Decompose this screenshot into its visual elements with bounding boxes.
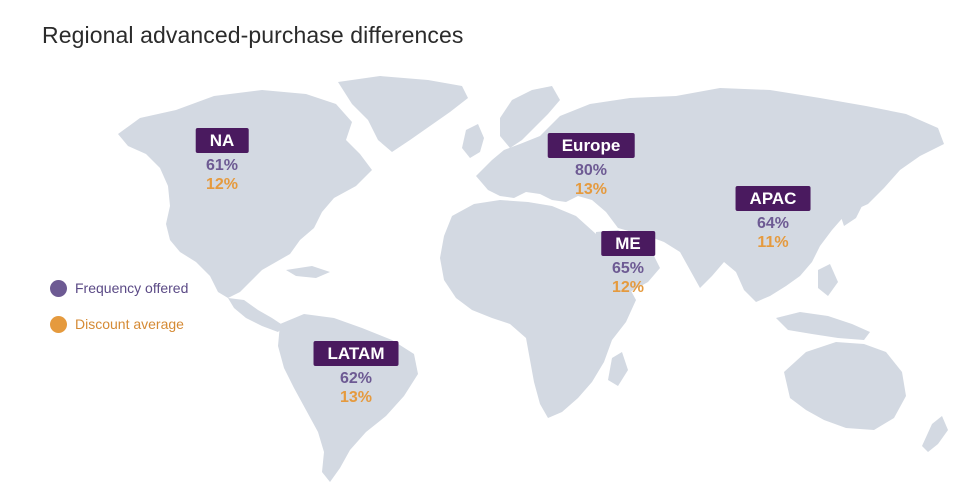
discount-value: 11%: [757, 234, 789, 251]
region-badge: ME: [601, 231, 655, 256]
region-na: NA 61% 12%: [195, 128, 249, 194]
region-badge: NA: [195, 128, 249, 153]
frequency-value: 62%: [339, 370, 373, 387]
legend-item-discount: Discount average: [50, 314, 188, 334]
central-america-shape: [228, 298, 284, 332]
frequency-value: 80%: [574, 162, 608, 179]
frequency-value: 61%: [205, 157, 239, 174]
discount-value: 12%: [205, 176, 239, 193]
region-europe: Europe 80% 13%: [547, 133, 635, 199]
region-badge: Europe: [547, 133, 635, 158]
discount-value: 13%: [574, 181, 608, 198]
legend: Frequency offered Discount average: [50, 278, 188, 350]
region-me: ME 65% 12%: [601, 231, 655, 297]
frequency-dot-icon: [50, 279, 67, 297]
new-zealand-shape: [922, 416, 948, 452]
sea-islands-shape: [776, 312, 870, 340]
discount-value: 13%: [339, 389, 373, 406]
philippines-shape: [818, 264, 838, 296]
frequency-value: 64%: [756, 215, 790, 232]
region-apac: APAC 64% 11%: [735, 186, 811, 252]
madagascar-shape: [608, 352, 628, 386]
japan-shape: [840, 186, 864, 226]
uk-shape: [462, 124, 484, 158]
legend-label-discount: Discount average: [75, 316, 184, 332]
australia-shape: [784, 342, 906, 430]
discount-dot-icon: [50, 315, 67, 333]
region-latam: LATAM 62% 13%: [313, 341, 399, 407]
region-badge: APAC: [735, 186, 811, 211]
north-america-shape: [118, 90, 372, 298]
legend-label-frequency: Frequency offered: [75, 280, 189, 296]
frequency-value: 65%: [611, 260, 645, 277]
africa-shape: [440, 200, 636, 418]
legend-item-frequency: Frequency offered: [50, 278, 188, 298]
discount-value: 12%: [611, 279, 645, 296]
region-badge: LATAM: [313, 341, 399, 366]
scandinavia-shape: [500, 86, 560, 148]
greenland-shape: [338, 76, 468, 152]
caribbean-shape: [286, 266, 330, 278]
page-title: Regional advanced-purchase differences: [42, 22, 464, 48]
